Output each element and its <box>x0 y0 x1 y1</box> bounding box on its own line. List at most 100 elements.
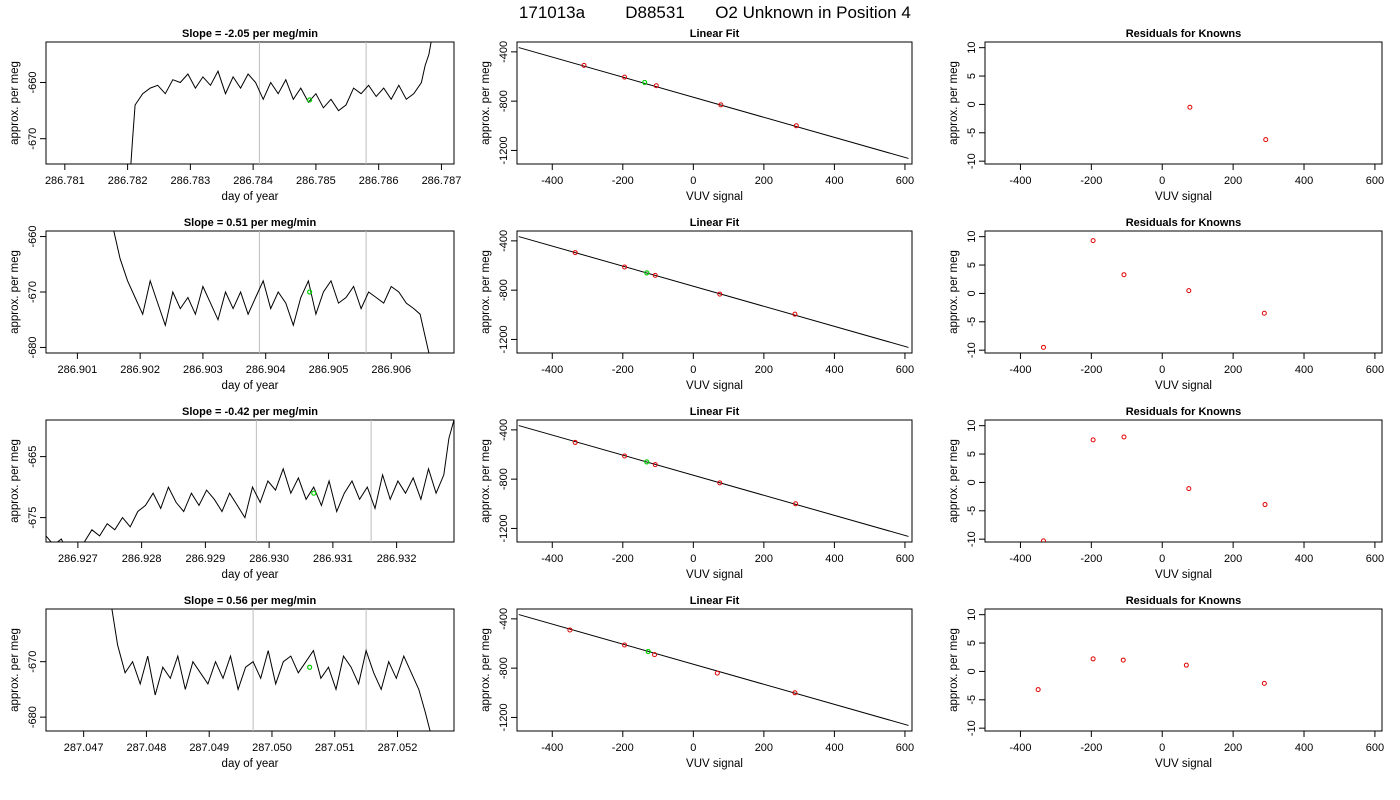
known-standard-point <box>793 123 799 129</box>
plot-frame <box>45 608 455 732</box>
plot-area <box>113 231 430 353</box>
x-axis-label: VUV signal <box>1155 569 1212 581</box>
panel: Residuals for Knowns -400 -200 0 200 400 600 -1… <box>948 28 1384 203</box>
y-tick-label: -10 <box>966 153 978 169</box>
x-tick-label: 286.781 <box>45 175 85 187</box>
panel: Slope = -0.42 per meg/min 286.927 286.928 2… <box>9 406 455 581</box>
plot-frame <box>984 608 1383 732</box>
y-tick-label: -400 <box>498 41 510 63</box>
plot-area <box>1040 238 1267 350</box>
x-tick-label: 286.785 <box>296 175 336 187</box>
y-axis-label: approx. per meg <box>480 439 492 523</box>
x-tick-label: 400 <box>825 175 843 187</box>
x-tick-label: 600 <box>896 742 914 754</box>
y-tick-label: -800 <box>498 657 510 679</box>
x-tick-label: -400 <box>541 364 563 376</box>
x-tick-label: 286.902 <box>120 364 160 376</box>
panel: Residuals for Knowns -400 -200 0 200 400 600 -1… <box>948 217 1384 392</box>
x-tick-label: -200 <box>1080 175 1102 187</box>
y-axis-label: approx. per meg <box>948 439 960 523</box>
y-axis-label: approx. per meg <box>480 250 492 334</box>
x-tick-label: 200 <box>1224 742 1242 754</box>
x-tick-label: 287.049 <box>189 742 229 754</box>
y-tick-label: -665 <box>27 446 39 468</box>
x-axis-label: VUV signal <box>686 758 743 770</box>
known-standard-point <box>1040 538 1046 542</box>
x-axis-label: VUV signal <box>1155 758 1212 770</box>
x-tick-label: 0 <box>690 175 696 187</box>
unknown-sample-point <box>644 270 650 276</box>
plot-frame <box>45 230 455 354</box>
x-tick-label: 400 <box>1295 175 1313 187</box>
known-standard-point <box>653 83 659 89</box>
known-standard-point <box>1121 434 1127 440</box>
panel: Slope = 0.56 per meg/min 287.047 287.048 28… <box>9 595 455 770</box>
mean-marker <box>307 664 313 670</box>
x-tick-label: -200 <box>1080 364 1102 376</box>
x-tick-label: 200 <box>755 175 773 187</box>
known-standard-point <box>717 291 723 297</box>
figure-title-run: 171013a <box>519 3 586 22</box>
x-tick-label: 200 <box>755 742 773 754</box>
x-tick-label: 0 <box>1159 742 1165 754</box>
unknown-sample-point <box>644 459 650 465</box>
known-standard-point <box>1186 288 1192 294</box>
y-axis-label: approx. per meg <box>948 250 960 334</box>
x-tick-label: -400 <box>541 553 563 565</box>
x-tick-label: 200 <box>1224 364 1242 376</box>
x-tick-label: 0 <box>1159 553 1165 565</box>
plot-area <box>518 425 909 537</box>
known-standard-point <box>1040 344 1046 350</box>
panel-grid: Slope = -2.05 per meg/min 286.781 286.782 2… <box>9 28 1384 770</box>
signal-trace <box>46 420 454 542</box>
plot-frame <box>984 230 1383 354</box>
x-axis-label: day of year <box>222 758 279 770</box>
y-tick-label: -675 <box>27 507 39 529</box>
x-tick-label: 287.051 <box>315 742 355 754</box>
mean-marker <box>307 289 313 295</box>
x-tick-label: 600 <box>1366 175 1384 187</box>
signal-trace <box>113 231 430 353</box>
x-tick-label: -400 <box>1009 742 1031 754</box>
y-axis-label: approx. per meg <box>948 61 960 145</box>
panel-title: Residuals for Knowns <box>1126 406 1242 418</box>
x-tick-label: 600 <box>896 553 914 565</box>
x-tick-label: -200 <box>1080 553 1102 565</box>
y-tick-label: -670 <box>27 651 39 673</box>
known-standard-point <box>652 462 658 468</box>
y-tick-label: 5 <box>966 73 978 79</box>
y-axis-label: approx. per meg <box>9 61 21 145</box>
x-tick-label: 286.904 <box>246 364 286 376</box>
x-tick-label: 287.050 <box>252 742 292 754</box>
figure-title-cylinder: D88531 <box>625 3 685 22</box>
known-standard-point <box>581 62 587 68</box>
x-tick-label: -200 <box>1080 742 1102 754</box>
known-standard-point <box>1183 662 1189 668</box>
x-axis-label: day of year <box>222 191 279 203</box>
x-axis-label: day of year <box>222 380 279 392</box>
fit-line <box>518 614 909 726</box>
known-standard-point <box>622 642 628 648</box>
known-standard-point <box>792 690 798 696</box>
panel-title: Residuals for Knowns <box>1126 28 1242 40</box>
y-tick-label: -400 <box>498 608 510 630</box>
y-tick-label: -800 <box>498 90 510 112</box>
y-axis-label: approx. per meg <box>9 628 21 712</box>
plot-area <box>518 614 909 726</box>
known-standard-point <box>622 264 628 270</box>
x-tick-label: -400 <box>1009 175 1031 187</box>
known-standard-point <box>1121 272 1127 278</box>
y-tick-label: -660 <box>27 226 39 248</box>
panel: Linear Fit -400 -200 0 200 400 600 -1200 -800 -40… <box>480 28 914 203</box>
unknown-sample-point <box>642 79 648 86</box>
y-tick-label: 5 <box>966 262 978 268</box>
y-axis-label: approx. per meg <box>480 61 492 145</box>
x-tick-label: 286.928 <box>122 553 162 565</box>
x-tick-label: 0 <box>1159 175 1165 187</box>
plot-area <box>518 47 909 159</box>
x-tick-label: -400 <box>541 175 563 187</box>
x-tick-label: 286.905 <box>309 364 349 376</box>
known-standard-point <box>718 102 724 108</box>
y-tick-label: 5 <box>966 640 978 646</box>
x-axis-label: VUV signal <box>1155 191 1212 203</box>
